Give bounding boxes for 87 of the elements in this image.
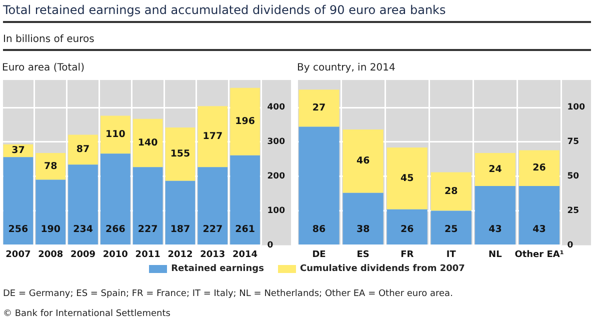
x-tick-label: DE: [312, 250, 326, 260]
data-label: 45: [400, 172, 414, 184]
x-tick-label: NL: [488, 250, 502, 260]
data-label: 86: [312, 224, 326, 235]
legend-label: Cumulative dividends from 2007: [300, 264, 465, 274]
bar: [430, 210, 472, 244]
data-label: 261: [235, 224, 255, 235]
data-label: 227: [202, 224, 223, 235]
text: Total retained earnings and accumulated dividends of 90 euro area banks: [3, 3, 591, 23]
bar: [474, 152, 516, 186]
data-label: 43: [488, 224, 502, 235]
data-label: 24: [488, 164, 502, 175]
y-tick-label: 25: [567, 206, 580, 216]
bar: [386, 147, 428, 210]
bar: [36, 180, 66, 244]
bar: [198, 106, 228, 168]
y-tick-label: 300: [267, 137, 286, 148]
data-label: 227: [138, 224, 158, 235]
bar: [298, 90, 340, 127]
data-label: 234: [73, 224, 94, 235]
x-tick-label: IT: [446, 250, 457, 260]
bar: [100, 154, 130, 244]
bar: [165, 127, 196, 181]
data-label: 26: [532, 162, 546, 174]
bar: [198, 167, 228, 244]
legend-label: Retained earnings: [171, 264, 264, 274]
y-tick-label: 0: [567, 240, 574, 250]
y-tick-label: 100: [567, 102, 586, 113]
x-tick-label: 2012: [168, 250, 193, 260]
data-label: 78: [44, 160, 58, 172]
bar: [132, 167, 163, 244]
data-label: 38: [356, 224, 370, 235]
bar: [518, 186, 560, 244]
data-label: 25: [444, 224, 458, 235]
y-tick-label: 100: [267, 206, 286, 216]
bar: [3, 157, 34, 244]
bar: [165, 180, 196, 244]
bar: [132, 118, 163, 168]
x-tick-label: Other EA¹: [514, 250, 564, 260]
data-label: 266: [106, 224, 126, 235]
data-label: 196: [235, 116, 256, 128]
bar: [474, 186, 516, 244]
data-label: 37: [12, 145, 25, 156]
bar: [230, 155, 260, 244]
x-tick-label: 2010: [102, 250, 128, 260]
y-tick-label: 75: [567, 137, 580, 148]
x-tick-label: 2009: [70, 250, 96, 260]
x-tick-label: 2014: [232, 250, 258, 260]
y-tick-label: 0: [267, 240, 274, 250]
bar: [386, 209, 428, 244]
chart-title: Euro area (Total): [2, 62, 85, 74]
data-label: 28: [444, 186, 458, 197]
bar: [298, 126, 340, 244]
data-label: 27: [312, 102, 326, 114]
data-label: 26: [400, 224, 414, 235]
bar: [342, 130, 384, 193]
data-label: 46: [356, 156, 370, 167]
bar: [68, 134, 98, 165]
data-label: 256: [8, 224, 28, 235]
bar: [100, 116, 130, 154]
bar: [68, 164, 98, 244]
bar: [518, 150, 560, 186]
y-tick-label: 200: [267, 172, 286, 182]
bar: [230, 88, 260, 156]
y-tick-label: 50: [567, 172, 580, 182]
text: © Bank for International Settlements: [3, 309, 170, 319]
data-label: 155: [170, 148, 190, 160]
data-label: 177: [202, 131, 223, 142]
data-label: 190: [40, 224, 61, 235]
data-label: 87: [76, 144, 90, 156]
data-label: 140: [138, 137, 158, 148]
y-tick-label: 400: [267, 102, 286, 113]
bar: [36, 152, 66, 180]
text: DE = Germany; ES = Spain; FR = France; IT = Italy; NL = Netherlands; Other EA = Other euro area.: [3, 289, 453, 299]
x-tick-label: ES: [356, 250, 370, 260]
x-tick-label: 2007: [6, 250, 31, 260]
bar: [342, 192, 384, 244]
x-tick-label: 2013: [200, 250, 226, 260]
x-tick-label: 2011: [135, 250, 160, 260]
x-tick-label: FR: [400, 250, 414, 260]
data-label: 187: [170, 224, 190, 235]
chart-title: By country, in 2014: [297, 62, 396, 74]
data-label: 43: [532, 224, 546, 235]
data-label: 110: [106, 129, 126, 140]
text: In billions of euros: [3, 34, 591, 51]
bar: [430, 172, 472, 211]
x-tick-label: 2008: [38, 250, 64, 260]
